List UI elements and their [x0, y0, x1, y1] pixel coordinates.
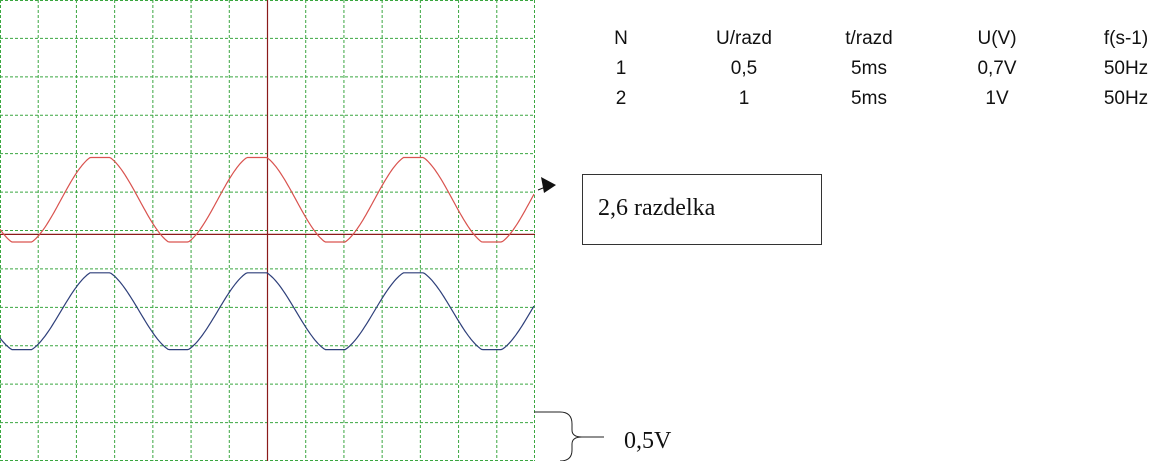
table-cell: 0,7V	[977, 58, 1017, 79]
table-header-n: N	[614, 28, 628, 49]
table-cell: 5ms	[851, 88, 887, 109]
table-cell: 1V	[985, 88, 1009, 109]
callout-label: 2,6 razdelka	[598, 195, 716, 221]
brace-lower-icon	[559, 436, 583, 461]
callout-box: 2,6 razdelka	[582, 174, 822, 245]
measurement-table: N U/razd t/razd U(V) f(s-1) 1 0,5 5ms 0,…	[600, 28, 1171, 118]
table-header-t-razd: t/razd	[845, 28, 893, 49]
scale-label: 0,5V	[624, 428, 672, 454]
table-cell: 5ms	[851, 58, 887, 79]
table-cell: 1	[615, 58, 627, 79]
trace-channel-2	[0, 272, 535, 351]
table-cell: 0,5	[730, 58, 758, 79]
table-cell: 2	[615, 88, 627, 109]
table-header-u-razd: U/razd	[716, 28, 772, 49]
arrow-head-icon	[541, 177, 556, 193]
oscilloscope-screen	[0, 0, 535, 461]
trace-channel-1	[0, 156, 535, 243]
brace-icon	[534, 411, 604, 438]
table-header-f: f(s-1)	[1103, 28, 1149, 49]
table-cell: 50Hz	[1103, 88, 1149, 109]
table-cell: 50Hz	[1103, 58, 1149, 79]
table-header-u-v: U(V)	[977, 28, 1017, 49]
table-cell: 1	[738, 88, 750, 109]
